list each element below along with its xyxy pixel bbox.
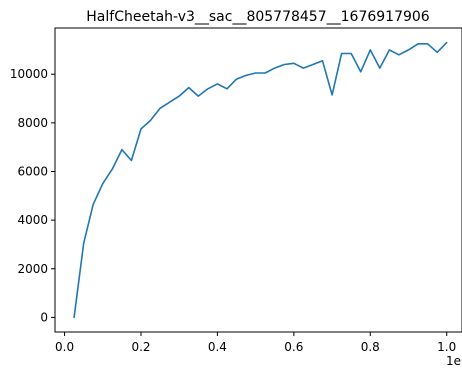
x-tick-label: 0.2 xyxy=(131,340,150,354)
y-tick-label: 4000 xyxy=(17,213,48,227)
x-tick-label: 0.4 xyxy=(208,340,227,354)
plot-area-frame xyxy=(54,27,462,333)
x-axis: 0.0 0.2 0.4 0.6 0.8 1.0 xyxy=(55,332,456,354)
y-tick-label: 6000 xyxy=(17,164,48,178)
y-tick-label: 10000 xyxy=(10,67,48,81)
y-tick-label: 0 xyxy=(40,310,48,324)
y-tick-label: 8000 xyxy=(17,116,48,130)
x-tick-label: 0.8 xyxy=(361,340,380,354)
chart-title: HalfCheetah-v3__sac__805778457__16769179… xyxy=(86,9,430,25)
y-tick-label: 2000 xyxy=(17,262,48,276)
x-tick-label: 0.6 xyxy=(284,340,303,354)
x-tick-label: 0.0 xyxy=(55,340,74,354)
y-axis: 0 2000 4000 6000 8000 10000 xyxy=(10,67,55,324)
x-axis-scale-label: 1e6 xyxy=(446,354,462,368)
series-line xyxy=(73,41,448,319)
x-tick-label: 1.0 xyxy=(437,340,456,354)
